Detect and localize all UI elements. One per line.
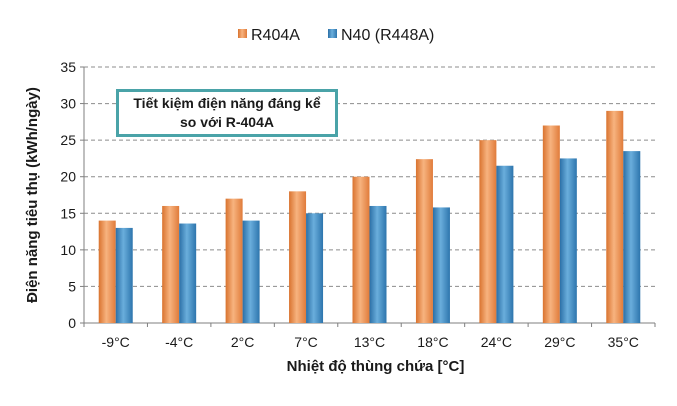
bar-r404a [606, 110, 624, 323]
y-tick-label: 30 [60, 96, 76, 112]
bar-r404a [415, 159, 433, 323]
bar-r404a [479, 140, 497, 323]
x-tick-label: -4°C [165, 334, 193, 350]
annotation-line-2: so với R-404A [180, 114, 274, 130]
bar-n40 [179, 223, 197, 323]
x-tick-label: 29°C [544, 334, 575, 350]
legend-label: N40 (R448A) [341, 27, 434, 44]
x-tick-label: 24°C [481, 334, 512, 350]
bar-r404a [352, 176, 370, 323]
bar-r404a [225, 198, 243, 323]
bar-n40 [115, 227, 133, 323]
y-tick-label: 10 [60, 242, 76, 258]
x-tick-label: 7°C [294, 334, 318, 350]
bar-n40 [242, 220, 260, 323]
annotation-line-1: Tiết kiệm điện năng đáng kể [133, 95, 321, 111]
x-tick-label: 13°C [354, 334, 385, 350]
x-tick-label: 35°C [608, 334, 639, 350]
y-tick-label: 5 [68, 278, 76, 294]
legend-swatch [328, 29, 337, 38]
bar-n40 [306, 213, 324, 323]
bar-n40 [559, 158, 577, 323]
bar-r404a [542, 125, 560, 323]
bar-n40 [496, 165, 514, 323]
y-tick-label: 15 [60, 205, 76, 221]
x-tick-label: 18°C [417, 334, 448, 350]
bar-n40 [369, 205, 387, 323]
bar-r404a [98, 220, 116, 323]
bar-r404a [289, 191, 307, 323]
legend-label: R404A [251, 27, 300, 44]
annotation-box: Tiết kiệm điện năng đáng kể so với R-404… [116, 89, 338, 137]
y-tick-label: 25 [60, 132, 76, 148]
y-tick-label: 0 [68, 315, 76, 331]
bar-r404a [162, 205, 180, 323]
x-axis-title: Nhiệt độ thùng chứa [°C] [287, 358, 465, 375]
y-axis-title: Điện năng tiêu thụ (kWh/ngày) [24, 87, 41, 303]
bar-n40 [623, 151, 641, 323]
legend-swatch [238, 29, 247, 38]
y-tick-label: 20 [60, 169, 76, 185]
bar-n40 [432, 207, 450, 323]
x-tick-label: -9°C [102, 334, 130, 350]
y-tick-label: 35 [60, 59, 76, 75]
x-tick-label: 2°C [231, 334, 255, 350]
